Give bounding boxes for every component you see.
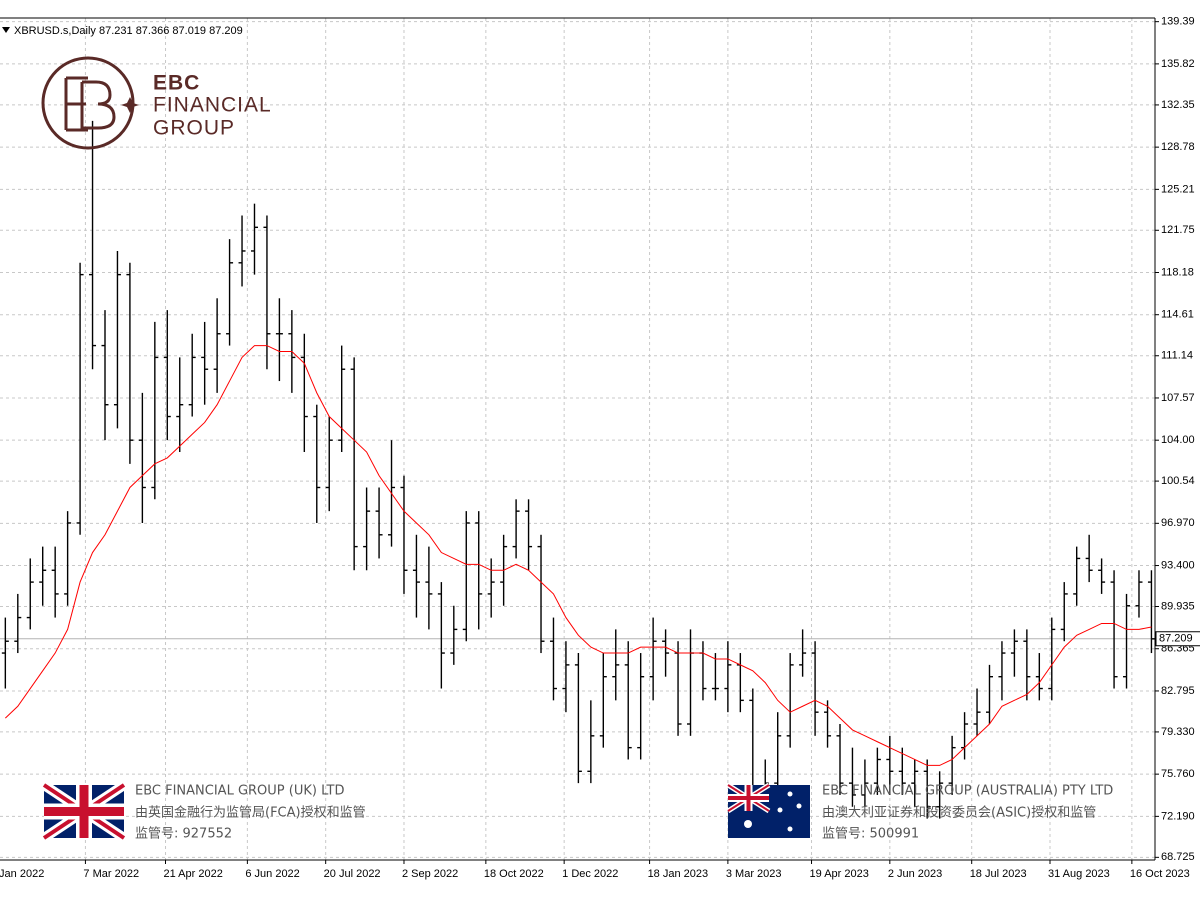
- y-tick-label: 96.970: [1161, 517, 1195, 529]
- y-tick-label: 68.725: [1161, 851, 1195, 863]
- y-tick-label: 89.935: [1161, 600, 1195, 612]
- notice-company: EBC FINANCIAL GROUP (AUSTRALIA) PTY LTD: [822, 784, 1113, 799]
- x-tick-label: 10 Jan 2022: [0, 868, 44, 880]
- flag-star: [777, 807, 783, 813]
- notice-regulator: 由英国金融行为监管局(FCA)授权和监管: [135, 805, 366, 821]
- chart-header: XBRUSD.s,Daily 87.231 87.366 87.019 87.2…: [14, 25, 243, 37]
- y-tick-label: 111.14: [1161, 350, 1193, 362]
- x-tick-label: 1 Dec 2022: [562, 868, 618, 880]
- logo: EBC FINANCIAL GROUP: [41, 56, 272, 150]
- y-tick-label: 139.39: [1161, 16, 1195, 28]
- x-tick-label: 7 Mar 2022: [83, 868, 139, 880]
- x-tick-label: 2 Jun 2023: [888, 868, 942, 880]
- uk-flag: [41, 780, 127, 843]
- flag-star: [744, 820, 752, 828]
- last-price-label: 87.209: [1159, 633, 1193, 645]
- x-tick-label: 18 Oct 2022: [484, 868, 544, 880]
- y-tick-label: 107.57: [1161, 392, 1195, 404]
- moving-average: [4, 345, 1152, 766]
- logo-text: FINANCIAL: [153, 94, 272, 117]
- y-tick-label: 82.795: [1161, 685, 1195, 697]
- logo-mark: [64, 76, 116, 132]
- open-value: 87.231: [99, 25, 133, 37]
- flag-star: [787, 791, 793, 797]
- y-tick-label: 75.760: [1161, 768, 1195, 780]
- y-tick-label: 79.330: [1161, 726, 1195, 738]
- x-tick-label: 31 Aug 2023: [1048, 868, 1110, 880]
- flag-star: [796, 803, 802, 809]
- x-tick-label: 18 Jan 2023: [648, 868, 709, 880]
- flag-star: [787, 826, 793, 832]
- x-tick-label: 21 Apr 2022: [164, 868, 223, 880]
- menu-arrow[interactable]: [2, 27, 10, 33]
- close-value: 87.209: [209, 25, 243, 37]
- y-tick-label: 100.54: [1161, 475, 1195, 487]
- x-tick-label: 19 Apr 2023: [810, 868, 869, 880]
- x-tick-label: 6 Jun 2022: [245, 868, 299, 880]
- y-tick-label: 121.75: [1161, 224, 1195, 236]
- notice-license: 监管号: 500991: [822, 827, 919, 842]
- logo-text: EBC: [153, 72, 200, 95]
- au-flag: [726, 782, 810, 838]
- last-price-box: [1155, 631, 1200, 647]
- y-tick-label: 93.400: [1161, 559, 1195, 571]
- x-tick-label: 20 Jul 2022: [324, 868, 381, 880]
- logo-star: [121, 97, 139, 113]
- x-tick-label: 2 Sep 2022: [402, 868, 458, 880]
- x-tick-label: 3 Mar 2023: [726, 868, 782, 880]
- high-value: 87.366: [136, 25, 170, 37]
- y-tick-label: 125.21: [1161, 183, 1195, 195]
- y-tick-label: 132.35: [1161, 99, 1195, 111]
- low-value: 87.019: [172, 25, 206, 37]
- symbol: XBRUSD.s,Daily: [14, 25, 96, 37]
- bar-layer: [1, 120, 1155, 819]
- y-tick-label: 128.78: [1161, 141, 1195, 153]
- flag-cross-red: [728, 785, 769, 811]
- y-tick-label: 104.00: [1161, 434, 1195, 446]
- notice-company: EBC FINANCIAL GROUP (UK) LTD: [135, 784, 345, 799]
- y-tick-label: 114.61: [1161, 309, 1194, 321]
- x-tick-label: 18 Jul 2023: [970, 868, 1027, 880]
- y-tick-label: 118.18: [1161, 266, 1194, 278]
- notice-license: 监管号: 927552: [135, 827, 232, 842]
- x-tick-label: 16 Oct 2023: [1130, 868, 1190, 880]
- notice-regulator: 由澳大利亚证券和投资委员会(ASIC)授权和监管: [822, 805, 1096, 821]
- flag-cross-red: [44, 785, 124, 838]
- logo-text: GROUP: [153, 117, 235, 140]
- y-tick-label: 72.190: [1161, 810, 1195, 822]
- y-tick-label: 135.82: [1161, 58, 1195, 70]
